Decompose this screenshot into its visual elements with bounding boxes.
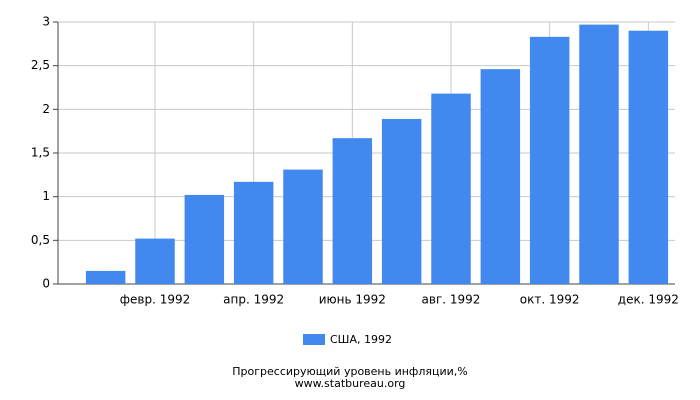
x-tick-label: окт. 1992 [520,293,580,307]
bar [135,238,175,284]
y-tick-label: 1 [42,189,50,203]
y-tick-label: 0,5 [31,233,50,247]
bar [628,30,669,284]
x-tick-label: июнь 1992 [319,293,386,307]
bar [233,181,274,284]
chart-title: Прогрессирующий уровень инфляции,% [232,365,467,378]
bar [283,169,323,284]
y-tick-label: 3 [42,15,50,29]
bar [480,69,521,284]
bar [85,270,126,284]
bar [332,138,373,284]
y-tick-label: 1,5 [31,146,50,160]
bar [381,118,422,284]
x-tick-label: апр. 1992 [223,293,284,307]
y-tick-label: 0 [42,277,50,291]
x-tick-label: дек. 1992 [618,293,679,307]
bar [431,93,471,284]
y-tick-label: 2,5 [31,58,50,72]
bar [184,194,225,284]
y-tick-label: 2 [42,102,50,116]
x-tick-label: авг. 1992 [422,293,481,307]
bar [529,36,570,285]
chart-source: www.statbureau.org [295,377,406,390]
bar [579,24,619,285]
legend-label: США, 1992 [330,333,392,346]
legend-swatch [303,334,325,345]
x-tick-label: февр. 1992 [120,293,191,307]
